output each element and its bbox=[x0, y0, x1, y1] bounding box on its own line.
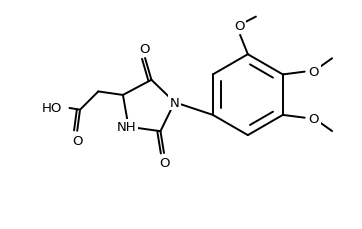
Text: O: O bbox=[234, 19, 245, 32]
Text: O: O bbox=[308, 65, 319, 78]
Text: O: O bbox=[308, 112, 319, 125]
Text: O: O bbox=[72, 135, 83, 147]
Text: O: O bbox=[159, 157, 170, 170]
Text: N: N bbox=[170, 96, 180, 109]
Text: HO: HO bbox=[41, 102, 62, 115]
Text: NH: NH bbox=[117, 121, 136, 134]
Text: O: O bbox=[139, 42, 150, 55]
